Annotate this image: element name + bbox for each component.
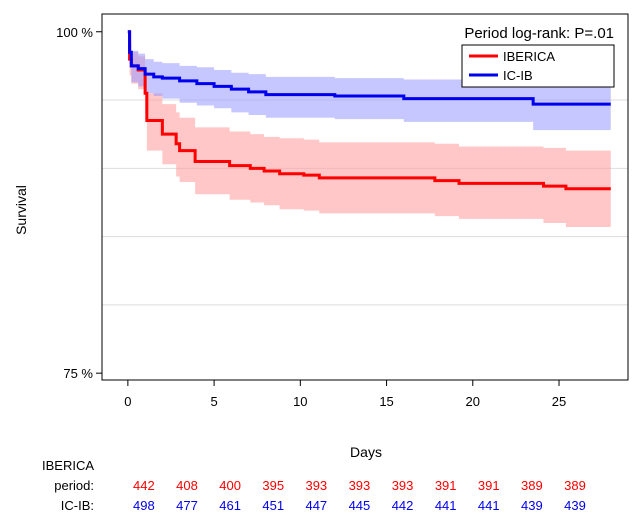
- x-tick-label: 25: [552, 394, 566, 409]
- risk-value: 389: [564, 478, 586, 493]
- risk-value: 408: [176, 478, 198, 493]
- risk-value: 389: [521, 478, 543, 493]
- y-axis: 100 % 75 %: [56, 25, 102, 381]
- risk-value: 461: [219, 498, 241, 513]
- risk-value: 441: [435, 498, 457, 513]
- risk-value: 393: [392, 478, 414, 493]
- x-axis-label: Days: [350, 444, 382, 460]
- x-tick-label: 20: [466, 394, 480, 409]
- risk-value: 391: [478, 478, 500, 493]
- x-tick-label: 0: [124, 394, 131, 409]
- risk-table-header: IBERICA: [42, 458, 94, 473]
- risk-value: 447: [305, 498, 327, 513]
- confidence-band-ic-ib: [127, 31, 611, 131]
- legend-label-iberica: IBERICA: [503, 49, 555, 64]
- risk-value: 451: [262, 498, 284, 513]
- legend-label-ic-ib: IC-IB: [503, 68, 533, 83]
- risk-value: 393: [305, 478, 327, 493]
- risk-value: 439: [521, 498, 543, 513]
- risk-row-label-iberica: period:: [54, 478, 94, 493]
- confidence-bands: [127, 31, 611, 228]
- risk-value: 393: [349, 478, 371, 493]
- log-rank-annotation: Period log-rank: P=.01: [464, 25, 614, 42]
- x-tick-label: 15: [379, 394, 393, 409]
- risk-value: 442: [392, 498, 414, 513]
- risk-values: 442 408 400 395 393 393 393 391 391 389 389 498 477 4…: [133, 478, 586, 513]
- survival-curves: [127, 30, 611, 191]
- risk-row-label-ic-ib: IC-IB:: [61, 498, 94, 513]
- risk-value: 498: [133, 498, 155, 513]
- legend-box: [461, 44, 615, 88]
- survival-line-ic-ib: [127, 30, 611, 106]
- confidence-band-iberica: [127, 31, 611, 228]
- risk-value: 391: [435, 478, 457, 493]
- risk-value: 400: [219, 478, 241, 493]
- risk-value: 445: [349, 498, 371, 513]
- risk-value: 441: [478, 498, 500, 513]
- risk-value: 442: [133, 478, 155, 493]
- plot-frame: [101, 13, 629, 381]
- risk-table: IBERICA period: IC-IB: 442 408 400 395 393 39…: [42, 458, 586, 513]
- survival-line-iberica: [127, 30, 611, 191]
- risk-value: 477: [176, 498, 198, 513]
- x-tick-label: 10: [293, 394, 307, 409]
- risk-value: 439: [564, 498, 586, 513]
- legend: IBERICA IC-IB: [461, 44, 615, 88]
- y-axis-label: Survival: [13, 185, 29, 235]
- y-tick-label: 75 %: [63, 366, 93, 381]
- x-tick-label: 5: [210, 394, 217, 409]
- x-axis: 0 5 10 15 20 25: [124, 380, 566, 409]
- risk-value: 395: [262, 478, 284, 493]
- y-tick-label: 100 %: [56, 25, 93, 40]
